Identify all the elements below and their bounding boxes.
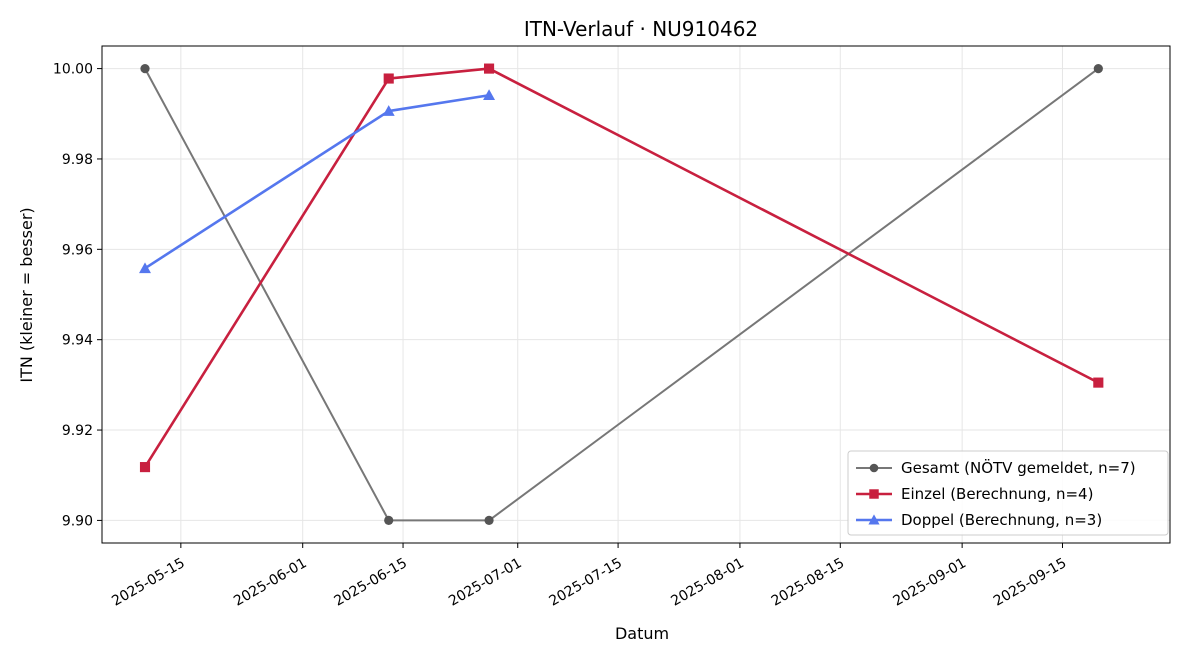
data-point xyxy=(869,489,879,499)
data-point xyxy=(1093,63,1103,74)
y-tick-label: 10.00 xyxy=(53,62,93,78)
series-layer xyxy=(139,63,1104,526)
x-tick-label: 2025-08-01 xyxy=(668,555,746,610)
y-tick-label: 9.98 xyxy=(62,152,93,168)
data-point xyxy=(140,63,150,74)
data-point xyxy=(382,105,395,116)
y-tick-label: 9.96 xyxy=(62,242,93,258)
x-tick-label: 2025-08-15 xyxy=(769,555,847,610)
legend-item: Doppel (Berechnung, n=3) xyxy=(856,511,1102,529)
series-line xyxy=(144,93,490,270)
data-point xyxy=(869,463,879,473)
legend-label: Gesamt (NÖTV gemeldet, n=7) xyxy=(901,458,1136,477)
series-line xyxy=(143,67,1099,468)
x-tick-label: 2025-09-15 xyxy=(991,555,1069,610)
series-line xyxy=(144,67,1099,522)
y-tick-label: 9.92 xyxy=(62,423,93,439)
y-tick-label: 9.94 xyxy=(62,333,93,349)
x-tick-label: 2025-06-15 xyxy=(331,555,409,610)
x-axis-ticks: 2025-05-15 2025-06-01 2025-06-15 2025-07-01… xyxy=(109,543,1069,610)
legend-item: Gesamt (NÖTV gemeldet, n=7) xyxy=(856,458,1136,477)
data-point xyxy=(384,515,394,526)
legend: Gesamt (NÖTV gemeldet, n=7) Einzel (Berec… xyxy=(847,450,1169,536)
legend-label: Doppel (Berechnung, n=3) xyxy=(901,511,1102,529)
data-point xyxy=(139,262,151,274)
y-axis-ticks: 9.90 9.92 9.94 9.96 9.98 10.00 xyxy=(53,62,102,529)
data-point xyxy=(484,63,495,74)
x-tick-label: 2025-05-15 xyxy=(109,555,187,610)
chart-title: ITN-Verlauf · NU910462 xyxy=(524,17,758,41)
x-tick-label: 2025-07-01 xyxy=(446,555,524,610)
series-1 xyxy=(140,63,1103,526)
data-point xyxy=(483,89,496,101)
legend-item: Einzel (Berechnung, n=4) xyxy=(856,485,1093,503)
x-tick-label: 2025-06-01 xyxy=(231,555,309,610)
y-axis-label: ITN (kleiner = besser) xyxy=(17,207,36,382)
series-2 xyxy=(139,63,1104,473)
legend-box xyxy=(847,450,1169,536)
x-tick-label: 2025-09-01 xyxy=(891,555,969,610)
x-axis-label: Datum xyxy=(615,624,669,643)
legend-label: Einzel (Berechnung, n=4) xyxy=(901,485,1093,503)
data-point xyxy=(139,462,151,473)
data-point xyxy=(383,73,394,84)
series-3 xyxy=(139,89,496,274)
plot-frame xyxy=(101,45,1171,544)
data-point xyxy=(484,515,494,526)
data-point xyxy=(868,514,880,525)
data-point xyxy=(1093,377,1104,388)
y-tick-label: 9.90 xyxy=(62,513,93,529)
x-tick-label: 2025-07-15 xyxy=(547,555,625,610)
